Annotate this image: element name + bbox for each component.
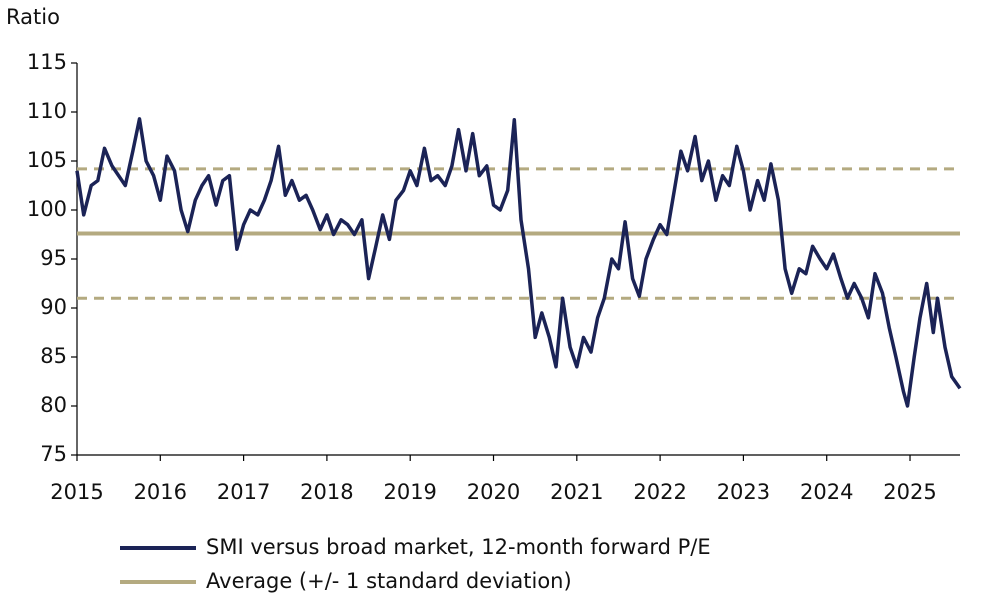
y-tick-label: 105 [27, 148, 67, 172]
x-tick-label: 2019 [383, 480, 436, 504]
series-line [75, 117, 962, 408]
y-tick-label: 95 [40, 246, 67, 270]
y-tick-label: 85 [40, 344, 67, 368]
y-tick-label: 115 [27, 50, 67, 74]
x-tick-label: 2018 [300, 480, 353, 504]
x-tick-label: 2017 [217, 480, 270, 504]
legend-label: Average (+/- 1 standard deviation) [206, 569, 572, 593]
legend-label: SMI versus broad market, 12-month forwar… [206, 535, 711, 559]
y-tick-label: 90 [40, 295, 67, 319]
y-tick-label: 75 [40, 442, 67, 466]
x-tick-label: 2024 [800, 480, 853, 504]
x-tick-label: 2016 [134, 480, 187, 504]
x-tick-label: 2021 [550, 480, 603, 504]
x-tick-label: 2025 [883, 480, 936, 504]
y-tick-label: 100 [27, 197, 67, 221]
y-tick-label: 110 [27, 99, 67, 123]
x-tick-label: 2020 [467, 480, 520, 504]
x-tick-label: 2015 [50, 480, 103, 504]
x-tick-label: 2022 [633, 480, 686, 504]
y-axis-label: Ratio [6, 5, 60, 29]
x-tick-label: 2023 [717, 480, 770, 504]
y-tick-label: 80 [40, 393, 67, 417]
